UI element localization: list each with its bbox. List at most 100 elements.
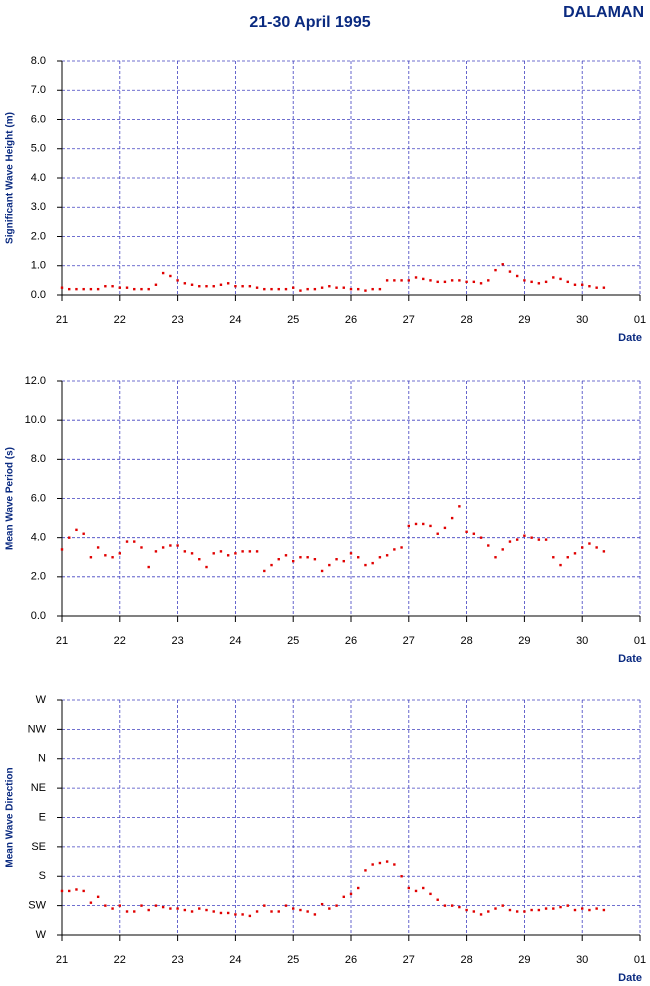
data-point — [537, 538, 541, 541]
data-point — [458, 505, 461, 508]
data-point — [234, 285, 237, 288]
data-point — [335, 904, 338, 907]
data-point — [530, 536, 533, 539]
data-point — [422, 277, 425, 281]
data-point — [436, 532, 439, 535]
x-tick-label: 24 — [229, 954, 241, 966]
y-axis-label: Mean Wave Period (s) — [5, 447, 16, 550]
x-tick-label: 30 — [576, 635, 588, 647]
data-point — [501, 548, 504, 551]
data-point — [75, 528, 78, 532]
data-point — [212, 285, 215, 288]
data-point — [234, 913, 237, 916]
data-point — [487, 910, 490, 913]
data-point — [277, 910, 280, 913]
data-point — [169, 544, 172, 547]
data-point — [82, 889, 85, 893]
data-point — [393, 863, 396, 866]
x-tick-label: 25 — [287, 954, 299, 966]
data-point — [537, 908, 541, 912]
data-point — [147, 287, 150, 291]
y-tick-label: 0.0 — [31, 289, 46, 301]
x-axis-label: Date — [618, 332, 642, 344]
y-tick-label: W — [36, 694, 47, 706]
data-point — [335, 286, 338, 289]
x-tick-label: 27 — [403, 954, 415, 966]
data-point — [313, 287, 317, 291]
data-point — [349, 552, 353, 555]
data-point — [212, 910, 215, 913]
x-tick-label: 01 — [634, 635, 646, 647]
data-point — [479, 536, 483, 539]
data-point — [248, 550, 252, 553]
data-point — [501, 904, 504, 907]
data-point — [458, 905, 461, 909]
data-point — [581, 283, 584, 286]
data-point — [82, 287, 85, 291]
data-point — [263, 287, 266, 291]
data-point — [320, 569, 324, 573]
x-tick-label: 21 — [56, 314, 68, 326]
x-tick-label: 28 — [460, 635, 472, 647]
y-tick-label: 4.0 — [31, 172, 46, 184]
data-point — [385, 554, 389, 557]
y-tick-label: 4.0 — [31, 532, 46, 544]
data-point — [537, 282, 541, 285]
data-point — [515, 538, 519, 541]
data-point — [458, 279, 461, 282]
data-point — [552, 276, 555, 279]
data-point — [443, 526, 447, 530]
data-point — [472, 532, 476, 535]
data-point — [602, 286, 606, 289]
data-point — [494, 907, 497, 910]
x-tick-label: 23 — [171, 635, 183, 647]
data-point — [552, 907, 555, 910]
data-point — [284, 287, 288, 291]
data-point — [205, 908, 208, 912]
data-point — [544, 538, 548, 541]
data-point — [176, 279, 179, 282]
data-point — [487, 544, 490, 547]
data-point — [588, 285, 591, 288]
data-point — [508, 270, 512, 273]
data-point — [154, 904, 158, 907]
x-tick-label: 25 — [287, 314, 299, 326]
data-point — [544, 907, 548, 910]
x-tick-label: 23 — [171, 314, 183, 326]
data-point — [566, 556, 569, 559]
data-point — [161, 905, 165, 909]
data-point — [292, 286, 295, 289]
data-point — [371, 561, 374, 565]
data-point — [234, 552, 237, 555]
data-point — [559, 905, 562, 909]
data-point — [176, 907, 179, 910]
data-point — [219, 911, 223, 915]
x-tick-label: 25 — [287, 635, 299, 647]
data-point — [342, 895, 345, 899]
data-point — [414, 522, 418, 526]
data-point — [472, 280, 476, 284]
data-point — [487, 279, 490, 282]
data-point — [494, 268, 497, 272]
data-point — [573, 552, 577, 555]
y-tick-label: SW — [28, 900, 46, 912]
data-point — [241, 285, 244, 288]
data-point — [552, 556, 555, 559]
x-tick-label: 22 — [114, 635, 126, 647]
y-tick-label: 0.0 — [31, 610, 46, 622]
data-point — [219, 550, 223, 553]
data-point — [371, 287, 374, 291]
y-tick-label: NE — [31, 782, 46, 794]
y-tick-label: 12.0 — [25, 375, 46, 387]
data-point — [371, 863, 374, 866]
data-point — [422, 522, 425, 526]
x-tick-label: 22 — [114, 954, 126, 966]
data-point — [75, 287, 78, 291]
data-point — [82, 532, 85, 535]
data-point — [169, 907, 172, 910]
data-point — [147, 908, 150, 912]
data-point — [190, 283, 194, 286]
data-point — [118, 286, 121, 289]
data-point — [523, 279, 526, 282]
data-point — [357, 556, 360, 559]
